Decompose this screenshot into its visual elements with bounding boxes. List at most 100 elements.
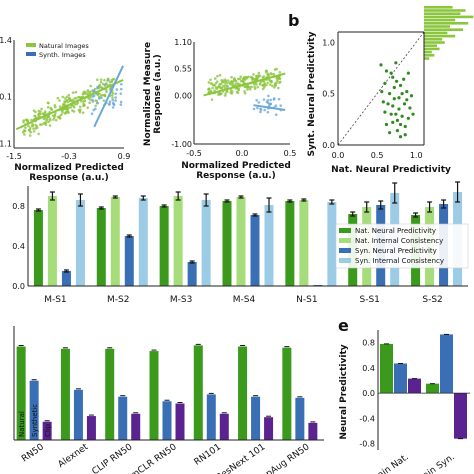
histogram-bar bbox=[424, 31, 448, 35]
x-axis-label: Nat. Neural Predictivity bbox=[331, 165, 451, 175]
data-point-natural bbox=[228, 81, 232, 84]
data-point-natural bbox=[220, 78, 223, 82]
fit-line-natural bbox=[203, 72, 286, 97]
data-point-natural bbox=[94, 104, 97, 108]
data-point-synthetic bbox=[269, 102, 273, 106]
data-point-natural bbox=[270, 72, 274, 76]
data-point bbox=[406, 116, 410, 120]
data-point-natural bbox=[111, 96, 114, 100]
data-point-natural bbox=[243, 89, 246, 93]
data-point-natural bbox=[99, 78, 103, 81]
identity-line bbox=[337, 31, 425, 146]
data-point-natural bbox=[112, 77, 116, 81]
data-point-natural bbox=[246, 85, 250, 89]
y-tick-label: -0.4 bbox=[359, 414, 375, 423]
data-point-synthetic bbox=[120, 82, 123, 86]
data-point-natural bbox=[89, 98, 92, 101]
data-point-natural bbox=[218, 73, 222, 77]
x-tick-label: 0.5 bbox=[371, 151, 384, 160]
data-point-natural bbox=[32, 109, 36, 112]
legend-box bbox=[335, 223, 469, 269]
data-point bbox=[391, 75, 395, 79]
data-point-natural bbox=[86, 106, 90, 109]
legend-swatch-natural bbox=[26, 43, 36, 47]
data-point-synthetic bbox=[265, 100, 269, 104]
data-point-natural bbox=[265, 83, 268, 87]
legend-swatch bbox=[339, 248, 351, 253]
y-tick-label: 0.4 bbox=[362, 364, 375, 373]
data-point-natural bbox=[32, 130, 36, 133]
data-point-natural bbox=[213, 83, 216, 87]
data-point-natural bbox=[37, 109, 41, 113]
data-point-synthetic bbox=[114, 99, 117, 102]
data-point-natural bbox=[101, 82, 105, 86]
data-point-natural bbox=[40, 107, 43, 111]
bar bbox=[33, 210, 43, 286]
x-tick-label: S-S2 bbox=[422, 295, 442, 305]
data-point-synthetic bbox=[112, 102, 115, 106]
data-point-natural bbox=[216, 86, 219, 89]
scatter-panel-a1: 1.4 0.1 -1.1 -1.5 -0.3 0.9 Normalized Predicte… bbox=[0, 36, 130, 183]
data-point bbox=[409, 94, 414, 98]
data-point bbox=[403, 124, 407, 129]
bar bbox=[42, 421, 52, 440]
data-point-synthetic bbox=[108, 100, 112, 104]
x-tick-label: -1.5 bbox=[6, 152, 22, 161]
data-point-natural bbox=[58, 114, 61, 118]
y-tick-label: 0.0 bbox=[362, 389, 375, 398]
histogram-bar bbox=[424, 41, 445, 44]
data-point-natural bbox=[224, 92, 227, 95]
histogram-bar bbox=[424, 18, 456, 22]
bar bbox=[105, 348, 115, 440]
bar bbox=[295, 397, 305, 440]
data-point-natural bbox=[53, 114, 57, 117]
scatter-panel-a2: 1.10 0.55 0.00 -1.00-0.5 0.0 0.5 Normalized Pr… bbox=[143, 38, 296, 181]
data-point-natural bbox=[81, 111, 85, 114]
data-point-natural bbox=[272, 72, 276, 76]
data-point bbox=[383, 81, 387, 85]
y-tick-label: 1.0 bbox=[322, 38, 335, 47]
data-point-natural bbox=[111, 94, 114, 97]
data-point-natural bbox=[46, 105, 50, 109]
bar bbox=[440, 334, 453, 394]
data-point-natural bbox=[86, 89, 90, 92]
x-axis-label: Normalized Predicted Response (a.u.) bbox=[181, 161, 291, 181]
data-point-natural bbox=[53, 116, 56, 119]
data-point-natural bbox=[276, 79, 279, 83]
legend-label-natural: Natural Images bbox=[39, 42, 89, 50]
data-point-natural bbox=[82, 103, 86, 107]
data-point-natural bbox=[68, 99, 72, 102]
bar bbox=[175, 403, 185, 440]
bar bbox=[159, 206, 169, 286]
data-point-natural bbox=[226, 79, 230, 82]
data-point-natural bbox=[239, 75, 243, 78]
legend-label-synthetic: Synth. Images bbox=[39, 51, 86, 59]
data-point bbox=[408, 106, 412, 110]
data-point-natural bbox=[230, 80, 234, 84]
data-point-natural bbox=[74, 96, 78, 100]
data-point-natural bbox=[49, 106, 53, 110]
bar bbox=[250, 215, 260, 286]
data-point-natural bbox=[252, 73, 255, 76]
bar bbox=[118, 396, 128, 440]
histogram-bar bbox=[424, 34, 456, 38]
bar bbox=[308, 422, 318, 440]
y-axis-label: Neural Predictivity bbox=[339, 344, 349, 439]
histogram-bar bbox=[424, 44, 437, 47]
data-point-synthetic bbox=[259, 108, 263, 111]
data-point-natural bbox=[102, 99, 106, 102]
data-point-natural bbox=[67, 93, 71, 97]
data-point-synthetic bbox=[259, 110, 262, 114]
data-point-synthetic bbox=[119, 87, 123, 91]
data-point-natural bbox=[24, 126, 27, 130]
data-point-natural bbox=[230, 83, 234, 87]
bar bbox=[110, 197, 120, 286]
data-point-natural bbox=[66, 109, 69, 113]
data-point-natural bbox=[71, 109, 74, 112]
data-point-synthetic bbox=[274, 113, 278, 116]
x-tick-label: 0.5 bbox=[284, 149, 297, 158]
bar bbox=[61, 271, 71, 286]
data-point-natural bbox=[63, 100, 66, 103]
y-tick-label: 1.4 bbox=[0, 36, 12, 45]
